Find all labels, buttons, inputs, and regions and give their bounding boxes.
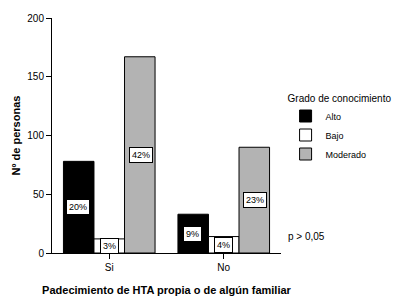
svg-text:p > 0,05: p > 0,05 — [288, 231, 325, 242]
svg-text:100: 100 — [27, 130, 44, 141]
svg-text:Moderado: Moderado — [326, 150, 367, 160]
svg-text:42%: 42% — [132, 150, 150, 160]
svg-text:20%: 20% — [69, 202, 87, 212]
svg-text:Grado de conocimiento: Grado de conocimiento — [288, 93, 392, 104]
svg-text:Alto: Alto — [326, 112, 342, 122]
svg-text:150: 150 — [27, 71, 44, 82]
svg-text:No: No — [217, 262, 230, 273]
svg-text:Si: Si — [105, 262, 114, 273]
svg-text:Bajo: Bajo — [326, 131, 344, 141]
svg-text:50: 50 — [33, 189, 45, 200]
svg-text:4%: 4% — [217, 240, 230, 250]
svg-text:9%: 9% — [186, 229, 199, 239]
svg-text:3%: 3% — [103, 241, 116, 251]
svg-text:0: 0 — [38, 248, 44, 259]
svg-text:200: 200 — [27, 13, 44, 24]
svg-text:Padecimiento de HTA propia o d: Padecimiento de HTA propia o de algún fa… — [42, 284, 291, 296]
svg-text:Nº de personas: Nº de personas — [10, 96, 22, 176]
svg-text:23%: 23% — [246, 195, 264, 205]
